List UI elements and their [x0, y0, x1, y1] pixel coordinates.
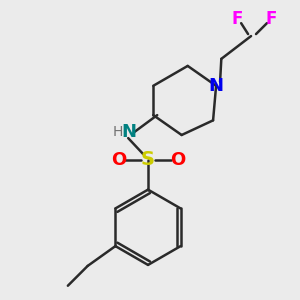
Text: N: N	[208, 77, 224, 95]
Text: S: S	[141, 150, 155, 170]
Text: H: H	[113, 125, 124, 139]
Text: O: O	[170, 151, 185, 169]
Text: N: N	[122, 123, 137, 141]
Text: F: F	[265, 10, 277, 28]
Text: F: F	[232, 10, 243, 28]
Text: O: O	[111, 151, 126, 169]
